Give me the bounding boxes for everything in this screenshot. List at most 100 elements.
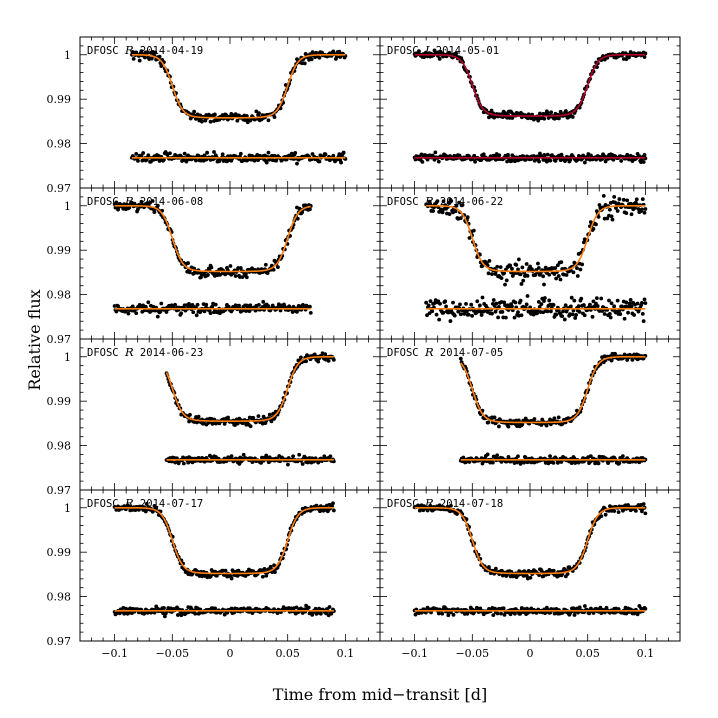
residual-point	[308, 304, 312, 309]
residual-point	[576, 157, 580, 162]
flux-point	[541, 274, 546, 279]
flux-point	[229, 576, 234, 581]
flux-point	[636, 207, 641, 211]
residual-point	[502, 613, 507, 617]
x-tick-labels: −0.1 −0.05 0 0.05 0.1 −0.1 −0.05 0 0.05 0.1	[101, 647, 654, 660]
residual-point	[588, 454, 593, 459]
flux-point	[603, 512, 608, 517]
panel-ticks	[80, 36, 380, 189]
residual-point	[622, 316, 627, 321]
flux-point	[142, 55, 147, 60]
residual-point	[286, 462, 290, 467]
residual-point	[551, 303, 556, 307]
x-tick-label: −0.1	[401, 647, 428, 660]
panel-date: 2014-06-08	[134, 196, 204, 208]
flux-point	[571, 270, 576, 275]
panel-instrument: DFOSC	[87, 45, 125, 57]
residual-point	[612, 304, 617, 309]
data-points	[412, 48, 648, 123]
flux-point	[271, 267, 276, 272]
residual-point	[582, 160, 587, 165]
flux-point	[487, 565, 491, 569]
residual-point	[602, 312, 607, 316]
residual-point	[430, 309, 435, 314]
residual-point	[560, 314, 565, 319]
flux-point	[594, 222, 598, 227]
residual-point	[607, 298, 611, 303]
y-tick-label: 0.98	[47, 138, 72, 151]
flux-point	[440, 210, 445, 215]
flux-point	[326, 358, 331, 363]
residual-point	[574, 312, 578, 317]
residual-point	[596, 461, 601, 466]
panel-ticks	[380, 36, 680, 189]
flux-point	[553, 266, 558, 270]
flux-point	[417, 508, 422, 513]
flux-point	[504, 278, 509, 283]
residual-point	[587, 611, 592, 616]
flux-point	[260, 574, 265, 579]
flux-point	[447, 212, 452, 216]
residual-point	[162, 606, 166, 610]
residual-point	[448, 319, 453, 323]
flux-point	[642, 55, 647, 59]
residual-point	[642, 153, 647, 157]
flux-point	[465, 215, 470, 220]
residual-point	[551, 460, 556, 465]
flux-point	[486, 420, 491, 425]
residual-point	[441, 310, 446, 315]
flux-point	[545, 111, 550, 115]
y-axis-label: Relative flux	[25, 289, 44, 390]
flux-point	[331, 501, 335, 506]
residual-point	[295, 309, 299, 314]
residual-point	[569, 461, 574, 465]
residual-point	[426, 303, 431, 308]
panel-frame	[79, 489, 381, 642]
residual-point	[300, 462, 305, 466]
flux-point	[226, 415, 230, 420]
residual-point	[554, 312, 559, 317]
flux-point	[601, 193, 606, 198]
y-tick-label: 0.99	[47, 244, 72, 257]
residual-point	[522, 460, 526, 465]
residual-point	[438, 301, 442, 306]
residual-point	[458, 312, 463, 317]
flux-point	[276, 265, 280, 270]
residual-point	[475, 299, 480, 304]
residual-point	[317, 159, 322, 164]
flux-point	[616, 510, 621, 515]
residual-point	[499, 611, 503, 616]
residual-point	[577, 605, 582, 610]
residual-point	[179, 311, 184, 316]
residual-point	[561, 309, 565, 314]
residual-point	[641, 319, 646, 324]
residual-point	[620, 304, 624, 309]
residual-point	[569, 295, 574, 300]
flux-point	[563, 109, 568, 113]
flux-point	[317, 55, 322, 60]
panel-2014-07-05: DFOSC R 2014-07-05	[379, 338, 681, 491]
residual-point	[497, 153, 502, 158]
flux-point	[467, 236, 472, 240]
flux-point	[498, 265, 503, 270]
flux-point	[617, 197, 622, 201]
residual-point	[462, 312, 467, 316]
panel-2014-06-22: DFOSC R 2014-06-22	[379, 187, 681, 340]
flux-point	[609, 358, 614, 363]
flux-point	[542, 282, 546, 287]
residual-point	[501, 606, 506, 611]
residual-point	[629, 304, 634, 309]
residual-point	[466, 312, 471, 317]
flux-point	[564, 273, 569, 277]
residual-point	[478, 606, 483, 611]
residual-point	[266, 150, 271, 155]
residual-point	[588, 302, 592, 307]
flux-point	[588, 220, 593, 225]
flux-point	[613, 200, 617, 205]
residual-point	[582, 604, 587, 608]
residual-point	[579, 296, 584, 301]
residual-point	[618, 312, 623, 316]
flux-point	[641, 502, 646, 506]
flux-point	[599, 514, 604, 518]
residual-point	[437, 317, 442, 322]
